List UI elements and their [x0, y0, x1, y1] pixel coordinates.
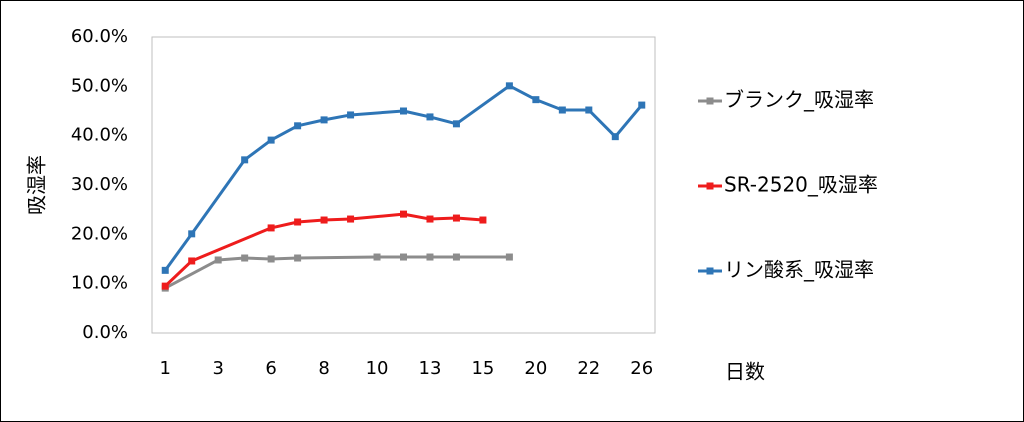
marker	[426, 215, 434, 223]
series-line	[324, 217, 351, 222]
x-tick-label: 6	[265, 358, 276, 379]
series-line	[297, 118, 325, 128]
series-line	[270, 124, 299, 142]
series-line	[456, 216, 484, 222]
series-line	[243, 138, 273, 162]
marker	[294, 122, 302, 130]
marker	[532, 96, 540, 104]
series-line	[191, 226, 272, 263]
x-tick-label: 1	[160, 358, 171, 379]
legend-label: リン酸系_吸湿率	[724, 258, 874, 282]
x-tick-label: 26	[630, 358, 653, 379]
marker	[188, 230, 196, 238]
marker	[320, 116, 328, 124]
series-line	[429, 216, 457, 221]
marker	[267, 136, 275, 144]
series-line	[455, 84, 511, 126]
series-line	[323, 113, 351, 122]
series-line	[244, 256, 272, 261]
legend-label: ブランク_吸湿率	[724, 88, 874, 112]
legend-marker	[706, 182, 714, 190]
plot-area	[151, 36, 656, 334]
marker	[294, 218, 302, 226]
marker	[611, 133, 619, 141]
series-line	[164, 259, 193, 288]
marker	[267, 224, 275, 232]
series-line	[614, 104, 643, 138]
series-line	[350, 109, 404, 117]
marker	[400, 107, 407, 115]
marker	[347, 111, 355, 119]
x-tick-label: 10	[366, 358, 389, 379]
marker	[452, 253, 460, 261]
legend-marker	[706, 97, 714, 105]
y-tick-label: 0.0%	[82, 322, 128, 343]
marker	[400, 210, 407, 218]
series-line	[535, 98, 563, 112]
y-tick-label: 50.0%	[71, 75, 128, 96]
legend-label: SR-2520_吸湿率	[724, 173, 878, 197]
marker	[161, 282, 169, 290]
marker	[505, 82, 513, 90]
marker	[558, 106, 566, 114]
series-line	[297, 255, 378, 260]
marker	[426, 113, 434, 121]
marker	[638, 101, 646, 109]
marker	[373, 253, 381, 261]
series-line	[429, 115, 457, 126]
series-line	[350, 212, 404, 221]
x-tick-label: 22	[577, 358, 600, 379]
series-line	[164, 232, 193, 272]
y-tick-label: 60.0%	[71, 26, 128, 47]
x-tick-label: 13	[419, 358, 442, 379]
marker	[452, 120, 460, 128]
series-line	[508, 84, 537, 101]
marker	[241, 254, 249, 262]
y-axis-label: 吸湿率	[25, 155, 49, 215]
marker	[479, 216, 487, 224]
x-tick-label: 15	[471, 358, 494, 379]
x-tick-label: 8	[318, 358, 329, 379]
marker	[320, 216, 328, 224]
x-axis-label: 日数	[725, 360, 765, 384]
legend-marker	[706, 267, 714, 275]
marker	[214, 256, 222, 264]
series-line	[271, 256, 298, 261]
y-tick-label: 20.0%	[71, 223, 128, 244]
y-tick-label: 10.0%	[71, 273, 128, 294]
series-line	[587, 108, 617, 138]
marker	[188, 257, 196, 265]
y-tick-label: 40.0%	[71, 125, 128, 146]
series-line	[190, 158, 246, 235]
series-line	[403, 109, 431, 119]
series-line	[164, 258, 219, 290]
marker	[347, 215, 355, 223]
x-tick-label: 20	[524, 358, 547, 379]
marker	[452, 214, 460, 222]
marker	[241, 156, 249, 164]
x-tick-label: 3	[212, 358, 223, 379]
marker	[267, 255, 275, 263]
marker	[294, 254, 302, 262]
y-tick-label: 30.0%	[71, 174, 128, 195]
series-line	[270, 220, 298, 230]
marker	[400, 253, 407, 261]
series-line	[297, 218, 325, 224]
marker	[585, 106, 593, 114]
series-line	[403, 212, 431, 221]
marker	[161, 266, 169, 274]
series-line	[218, 256, 245, 262]
marker	[505, 253, 513, 261]
marker	[426, 253, 434, 261]
